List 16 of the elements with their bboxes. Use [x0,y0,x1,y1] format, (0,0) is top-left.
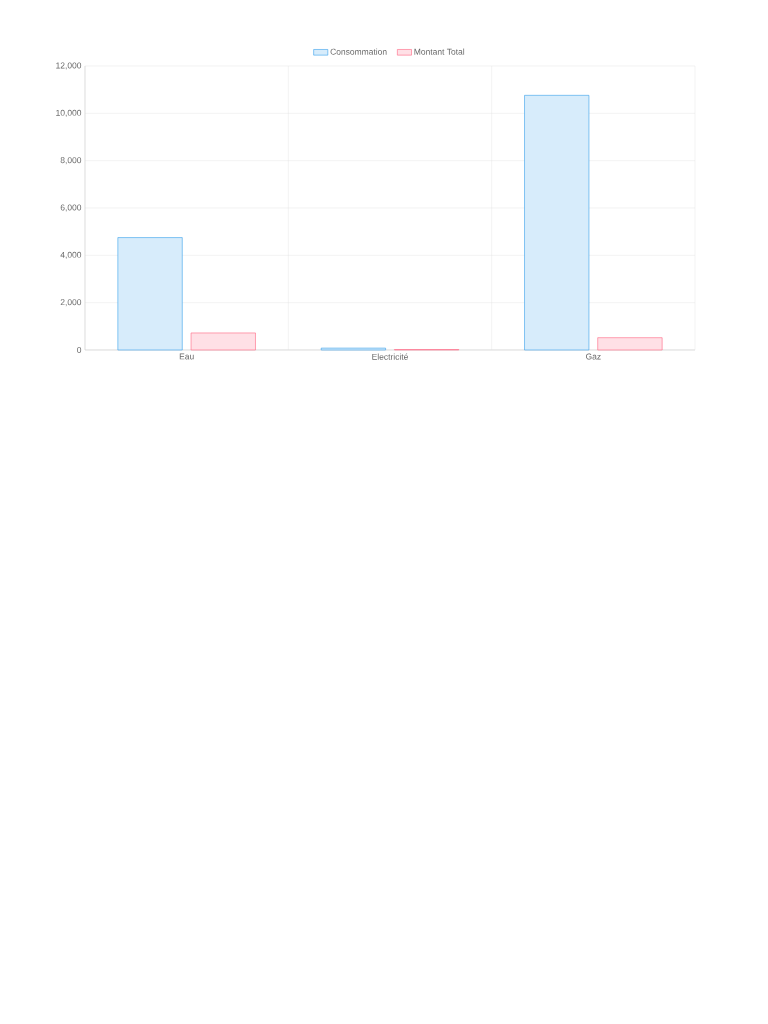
y-tick-label: 2,000 [60,299,82,307]
y-tick-label: 10,000 [56,109,82,117]
y-tick-label: 6,000 [60,204,82,212]
x-tick-label: Eau [179,353,194,360]
legend-label: Consommation [330,48,387,55]
bar [117,237,183,351]
y-tick-label: 8,000 [60,157,82,165]
y-tick-label: 12,000 [56,62,82,70]
legend-label: Montant Total [414,48,465,55]
bar [524,95,590,351]
bar [190,332,256,351]
x-tick-label: Electricité [372,353,408,360]
x-tick-label: Gaz [585,353,601,360]
y-tick-label: 4,000 [60,251,82,259]
bar [597,337,663,351]
y-tick-label: 0 [77,347,82,353]
